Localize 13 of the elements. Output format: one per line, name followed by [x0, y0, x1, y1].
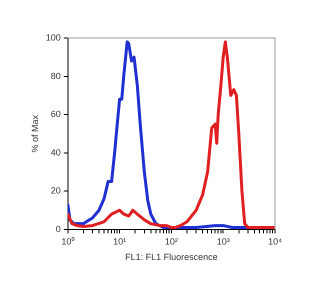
- y-tick-label: 60: [50, 109, 61, 120]
- x-tick-label: 10⁴: [268, 236, 282, 246]
- y-tick-label: 80: [50, 70, 61, 81]
- x-axis-title: FL1: FL1 Fluorescence: [125, 252, 218, 262]
- y-tick-label: 20: [50, 186, 61, 196]
- x-tick-label: 10⁰: [61, 236, 74, 246]
- x-tick-label: 10²: [164, 236, 178, 246]
- y-tick-label: 100: [46, 32, 61, 42]
- x-tick-label: 10¹: [113, 236, 126, 246]
- y-axis-title: % of Max: [30, 114, 40, 152]
- y-tick-label: 0: [56, 224, 61, 234]
- y-tick-label: 40: [50, 147, 61, 158]
- x-tick-label: 10³: [216, 236, 230, 246]
